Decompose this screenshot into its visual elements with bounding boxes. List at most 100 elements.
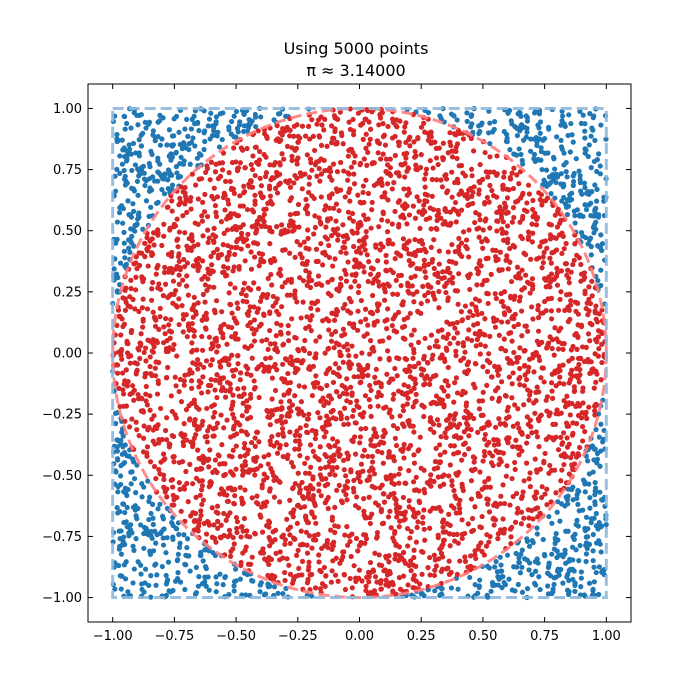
inside-point: [329, 541, 335, 548]
inside-point: [549, 435, 555, 441]
inside-point: [292, 438, 299, 444]
outside-point: [126, 212, 132, 218]
inside-point: [378, 586, 384, 592]
inside-point: [547, 284, 553, 290]
outside-point: [133, 536, 139, 542]
inside-point: [180, 329, 186, 335]
outside-point: [564, 174, 570, 180]
inside-point: [306, 411, 312, 417]
inside-point: [267, 365, 273, 371]
inside-point: [292, 481, 298, 487]
inside-point: [232, 335, 238, 341]
inside-point: [208, 382, 214, 389]
inside-point: [494, 317, 500, 323]
inside-point: [134, 265, 140, 272]
outside-point: [231, 588, 237, 594]
inside-point: [333, 389, 340, 395]
inside-point: [204, 433, 210, 440]
inside-point: [289, 316, 295, 322]
outside-point: [537, 130, 543, 136]
inside-point: [332, 572, 339, 578]
inside-point: [392, 133, 398, 140]
inside-point: [269, 539, 275, 545]
inside-point: [502, 311, 508, 318]
outside-point: [582, 128, 588, 134]
inside-point: [400, 212, 406, 218]
inside-point: [482, 316, 488, 322]
inside-point: [389, 116, 396, 122]
inside-point: [561, 341, 567, 347]
inside-point: [188, 206, 194, 212]
inside-point: [212, 457, 219, 463]
inside-point: [203, 358, 210, 364]
inside-point: [476, 406, 483, 412]
outside-point: [160, 542, 167, 548]
inside-point: [440, 140, 446, 146]
outside-point: [578, 188, 584, 194]
inside-point: [427, 525, 433, 531]
inside-point: [371, 160, 377, 166]
inside-point: [322, 451, 328, 458]
inside-point: [129, 383, 136, 389]
outside-point: [542, 553, 548, 559]
outside-point: [518, 551, 524, 558]
inside-point: [363, 228, 369, 235]
inside-point: [296, 446, 302, 452]
inside-point: [399, 301, 405, 308]
inside-point: [366, 259, 372, 265]
inside-point: [285, 323, 291, 329]
inside-point: [235, 305, 241, 311]
outside-point: [598, 282, 604, 289]
inside-point: [200, 291, 206, 298]
inside-point: [584, 415, 590, 422]
inside-point: [525, 182, 532, 188]
inside-point: [530, 516, 536, 522]
inside-point: [175, 244, 181, 250]
inside-point: [492, 291, 498, 297]
inside-point: [190, 481, 196, 487]
inside-point: [287, 571, 294, 577]
inside-point: [330, 161, 337, 167]
inside-point: [540, 260, 546, 266]
inside-point: [486, 351, 492, 357]
outside-point: [577, 212, 583, 218]
inside-point: [242, 487, 248, 493]
inside-point: [313, 431, 319, 437]
inside-point: [304, 204, 310, 210]
inside-point: [174, 263, 180, 269]
inside-point: [313, 246, 320, 252]
inside-point: [299, 261, 306, 267]
inside-point: [358, 461, 365, 467]
inside-point: [253, 230, 259, 236]
inside-point: [503, 393, 509, 399]
inside-point: [465, 202, 471, 208]
inside-point: [409, 251, 415, 257]
outside-point: [587, 111, 593, 117]
inside-point: [416, 209, 422, 215]
inside-point: [347, 126, 353, 133]
outside-point: [529, 572, 535, 578]
inside-point: [150, 279, 156, 286]
inside-point: [247, 304, 253, 310]
inside-point: [318, 475, 325, 481]
inside-point: [404, 150, 410, 156]
inside-point: [477, 341, 484, 348]
inside-point: [238, 290, 245, 297]
outside-point: [576, 558, 582, 564]
inside-point: [385, 306, 391, 312]
inside-point: [541, 379, 547, 385]
inside-point: [259, 338, 265, 344]
inside-point: [261, 259, 267, 265]
inside-point: [249, 554, 255, 560]
outside-point: [593, 205, 599, 211]
inside-point: [344, 415, 350, 421]
inside-point: [483, 543, 490, 549]
outside-point: [577, 542, 583, 549]
inside-point: [148, 371, 154, 377]
inside-point: [470, 200, 476, 207]
inside-point: [305, 493, 311, 500]
inside-point: [226, 290, 232, 296]
outside-point: [193, 564, 199, 570]
inside-point: [352, 153, 358, 159]
inside-point: [326, 459, 333, 465]
